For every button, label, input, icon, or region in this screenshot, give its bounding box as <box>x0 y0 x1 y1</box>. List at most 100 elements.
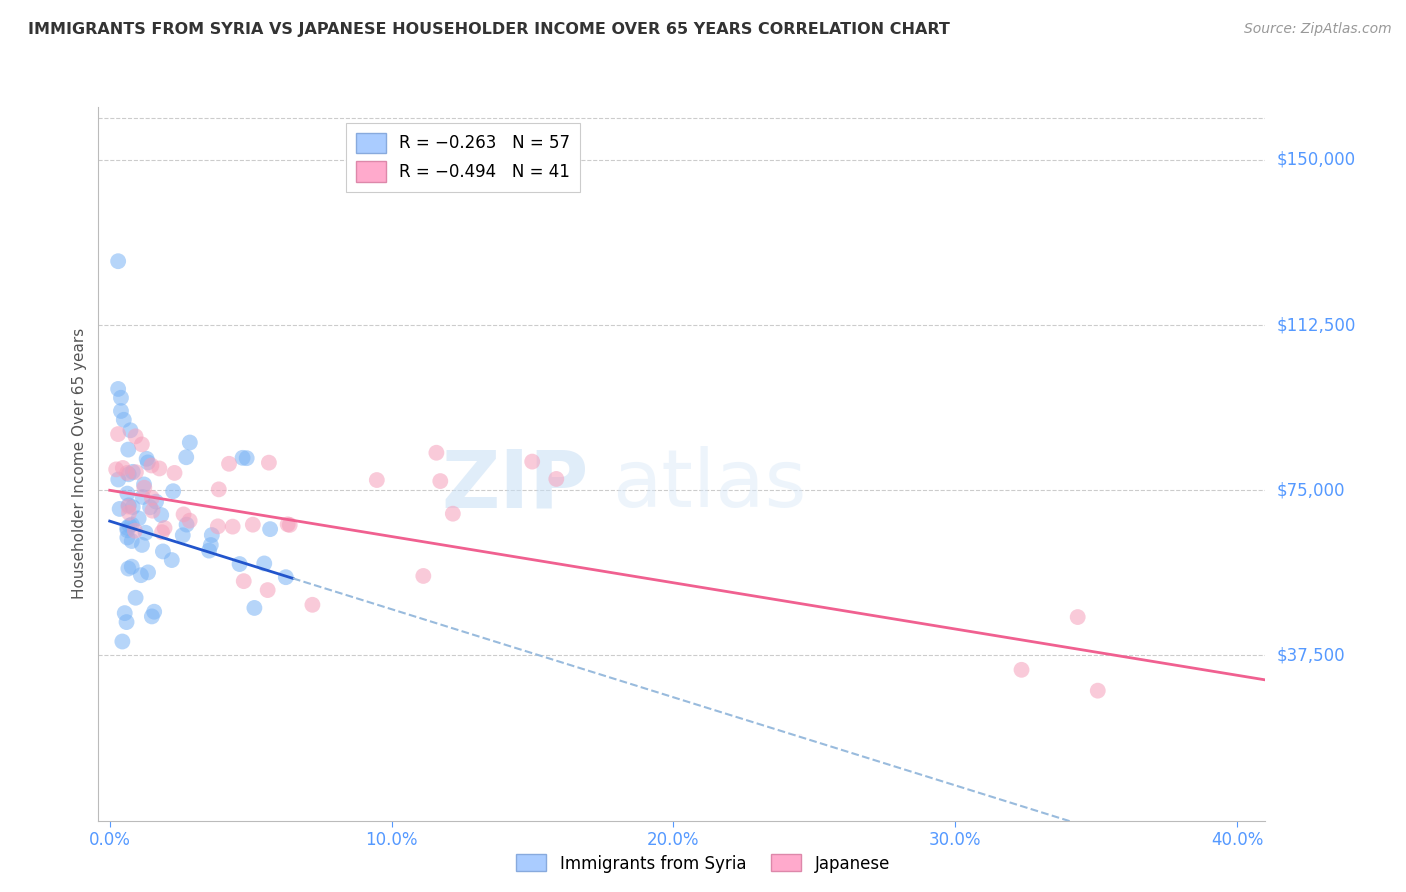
Point <box>135 525 157 540</box>
Point <box>172 528 194 542</box>
Point <box>117 500 139 514</box>
Point <box>108 502 131 516</box>
Point <box>117 531 139 545</box>
Point <box>243 601 266 615</box>
Point <box>412 569 434 583</box>
Point <box>163 466 186 480</box>
Point <box>124 591 146 605</box>
Point <box>153 521 176 535</box>
Point <box>173 508 195 522</box>
Point <box>425 446 447 460</box>
Text: $112,500: $112,500 <box>1277 316 1355 334</box>
Text: atlas: atlas <box>612 446 806 524</box>
Point <box>121 534 143 549</box>
Text: ZIP: ZIP <box>441 446 589 524</box>
Point <box>218 457 240 471</box>
Point <box>160 553 183 567</box>
Point <box>115 466 138 480</box>
Point <box>115 521 138 535</box>
Point <box>152 544 174 558</box>
Point <box>301 598 323 612</box>
Point <box>114 606 136 620</box>
Point <box>1087 683 1109 698</box>
Point <box>179 435 201 450</box>
Point <box>134 481 156 495</box>
Point <box>128 511 150 525</box>
Point <box>277 517 299 532</box>
Point <box>107 473 129 487</box>
Point <box>235 451 257 466</box>
Point <box>117 523 139 537</box>
Legend: R = −0.263   N = 57, R = −0.494   N = 41: R = −0.263 N = 57, R = −0.494 N = 41 <box>346 122 581 192</box>
Point <box>117 442 139 457</box>
Point <box>117 561 139 575</box>
Point <box>253 557 276 571</box>
Point <box>125 465 148 479</box>
Point <box>148 461 170 475</box>
Point <box>200 538 222 552</box>
Point <box>136 455 159 469</box>
Point <box>429 474 451 488</box>
Point <box>131 538 153 552</box>
Point <box>232 574 254 589</box>
Point <box>441 507 464 521</box>
Point <box>141 609 163 624</box>
Text: IMMIGRANTS FROM SYRIA VS JAPANESE HOUSEHOLDER INCOME OVER 65 YEARS CORRELATION C: IMMIGRANTS FROM SYRIA VS JAPANESE HOUSEH… <box>28 22 950 37</box>
Point <box>174 450 197 465</box>
Point <box>115 615 138 629</box>
Point <box>132 477 155 491</box>
Point <box>107 382 129 396</box>
Legend: Immigrants from Syria, Japanese: Immigrants from Syria, Japanese <box>509 847 897 880</box>
Point <box>522 454 544 468</box>
Point <box>121 500 143 515</box>
Point <box>136 566 159 580</box>
Point <box>131 490 153 504</box>
Point <box>259 522 281 536</box>
Point <box>198 543 221 558</box>
Point <box>201 528 224 542</box>
Point <box>143 605 166 619</box>
Point <box>121 465 143 479</box>
Point <box>121 559 143 574</box>
Point <box>120 423 142 437</box>
Point <box>274 570 297 584</box>
Point <box>141 458 163 473</box>
Point <box>546 472 568 486</box>
Point <box>110 404 132 418</box>
Point <box>112 413 135 427</box>
Point <box>242 517 264 532</box>
Point <box>118 467 141 482</box>
Point <box>139 500 162 515</box>
Text: $37,500: $37,500 <box>1277 647 1346 665</box>
Point <box>145 494 167 508</box>
Text: Source: ZipAtlas.com: Source: ZipAtlas.com <box>1244 22 1392 37</box>
Point <box>150 508 173 522</box>
Point <box>176 517 198 532</box>
Point <box>105 462 128 476</box>
Point <box>150 525 173 540</box>
Point <box>207 519 229 533</box>
Point <box>118 499 141 513</box>
Point <box>162 484 184 499</box>
Point <box>121 517 143 532</box>
Point <box>221 519 243 533</box>
Point <box>111 461 134 475</box>
Point <box>135 451 157 466</box>
Point <box>131 437 153 451</box>
Point <box>124 429 146 443</box>
Point <box>228 557 250 571</box>
Point <box>208 483 231 497</box>
Point <box>1011 663 1033 677</box>
Point <box>107 427 129 442</box>
Point <box>232 450 254 465</box>
Point <box>278 518 301 533</box>
Point <box>141 491 163 505</box>
Point <box>110 391 132 405</box>
Point <box>118 506 141 520</box>
Point <box>141 504 163 518</box>
Point <box>118 518 141 533</box>
Point <box>111 634 134 648</box>
Point <box>366 473 388 487</box>
Point <box>117 486 139 500</box>
Point <box>124 524 146 538</box>
